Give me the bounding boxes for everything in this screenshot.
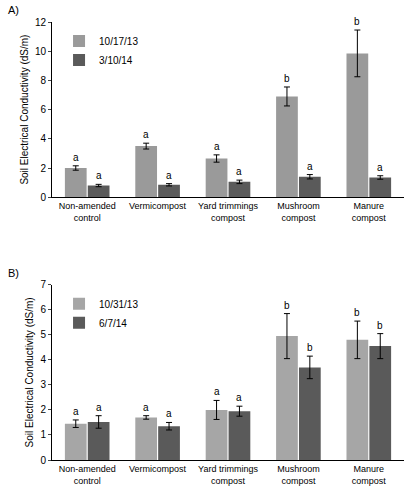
svg-text:a: a	[214, 141, 220, 152]
svg-text:Vermicompost: Vermicompost	[129, 464, 187, 474]
svg-text:Manurecompost: Manurecompost	[352, 464, 387, 486]
svg-text:10/17/13: 10/17/13	[99, 36, 138, 47]
svg-text:6/7/14: 6/7/14	[99, 318, 127, 329]
svg-text:Mushroomcompost: Mushroomcompost	[277, 201, 320, 223]
svg-text:4: 4	[40, 133, 46, 144]
svg-text:6: 6	[40, 104, 46, 115]
svg-text:6: 6	[40, 304, 46, 315]
svg-text:a: a	[236, 392, 242, 403]
svg-text:10: 10	[35, 46, 47, 57]
svg-text:a: a	[377, 162, 383, 173]
svg-text:a: a	[73, 406, 79, 417]
svg-text:Mushroomcompost: Mushroomcompost	[277, 464, 320, 486]
svg-text:b: b	[307, 342, 313, 353]
svg-text:a: a	[307, 161, 313, 172]
svg-text:8: 8	[40, 75, 46, 86]
svg-text:a: a	[143, 402, 149, 413]
svg-text:Vermicompost: Vermicompost	[129, 201, 187, 211]
svg-text:Soil Electrical Conductivity (: Soil Electrical Conductivity (dS/m)	[19, 35, 30, 185]
svg-text:Manurecompost: Manurecompost	[352, 201, 387, 223]
svg-text:0: 0	[40, 455, 46, 466]
svg-text:a: a	[143, 129, 149, 140]
svg-text:a: a	[166, 170, 172, 181]
svg-text:3: 3	[40, 379, 46, 390]
svg-text:a: a	[214, 386, 220, 397]
svg-text:Non-amendedcontrol: Non-amendedcontrol	[59, 464, 116, 486]
svg-text:a: a	[166, 408, 172, 419]
svg-text:b: b	[284, 73, 290, 84]
svg-text:A): A)	[8, 4, 19, 16]
svg-text:b: b	[284, 300, 290, 311]
svg-text:1: 1	[40, 429, 46, 440]
svg-text:Yard trimmingscompost: Yard trimmingscompost	[198, 201, 258, 223]
svg-text:7: 7	[40, 279, 46, 290]
svg-text:10/31/13: 10/31/13	[99, 299, 138, 310]
svg-text:Soil Electrical Conductivity (: Soil Electrical Conductivity (dS/m)	[24, 297, 35, 447]
svg-text:B): B)	[8, 267, 19, 279]
svg-text:b: b	[354, 307, 360, 318]
svg-text:a: a	[96, 402, 102, 413]
svg-text:a: a	[73, 152, 79, 163]
svg-text:0: 0	[40, 192, 46, 203]
svg-text:4: 4	[40, 354, 46, 365]
svg-text:2: 2	[40, 163, 46, 174]
svg-text:3/10/14: 3/10/14	[99, 55, 133, 66]
svg-text:a: a	[96, 170, 102, 181]
svg-text:a: a	[236, 166, 242, 177]
svg-text:Non-amendedcontrol: Non-amendedcontrol	[59, 201, 116, 223]
svg-text:5: 5	[40, 329, 46, 340]
svg-text:12: 12	[35, 17, 47, 28]
svg-text:Yard trimmingscompost: Yard trimmingscompost	[198, 464, 258, 486]
svg-text:2: 2	[40, 404, 46, 415]
svg-text:b: b	[377, 320, 383, 331]
svg-text:b: b	[354, 16, 360, 27]
